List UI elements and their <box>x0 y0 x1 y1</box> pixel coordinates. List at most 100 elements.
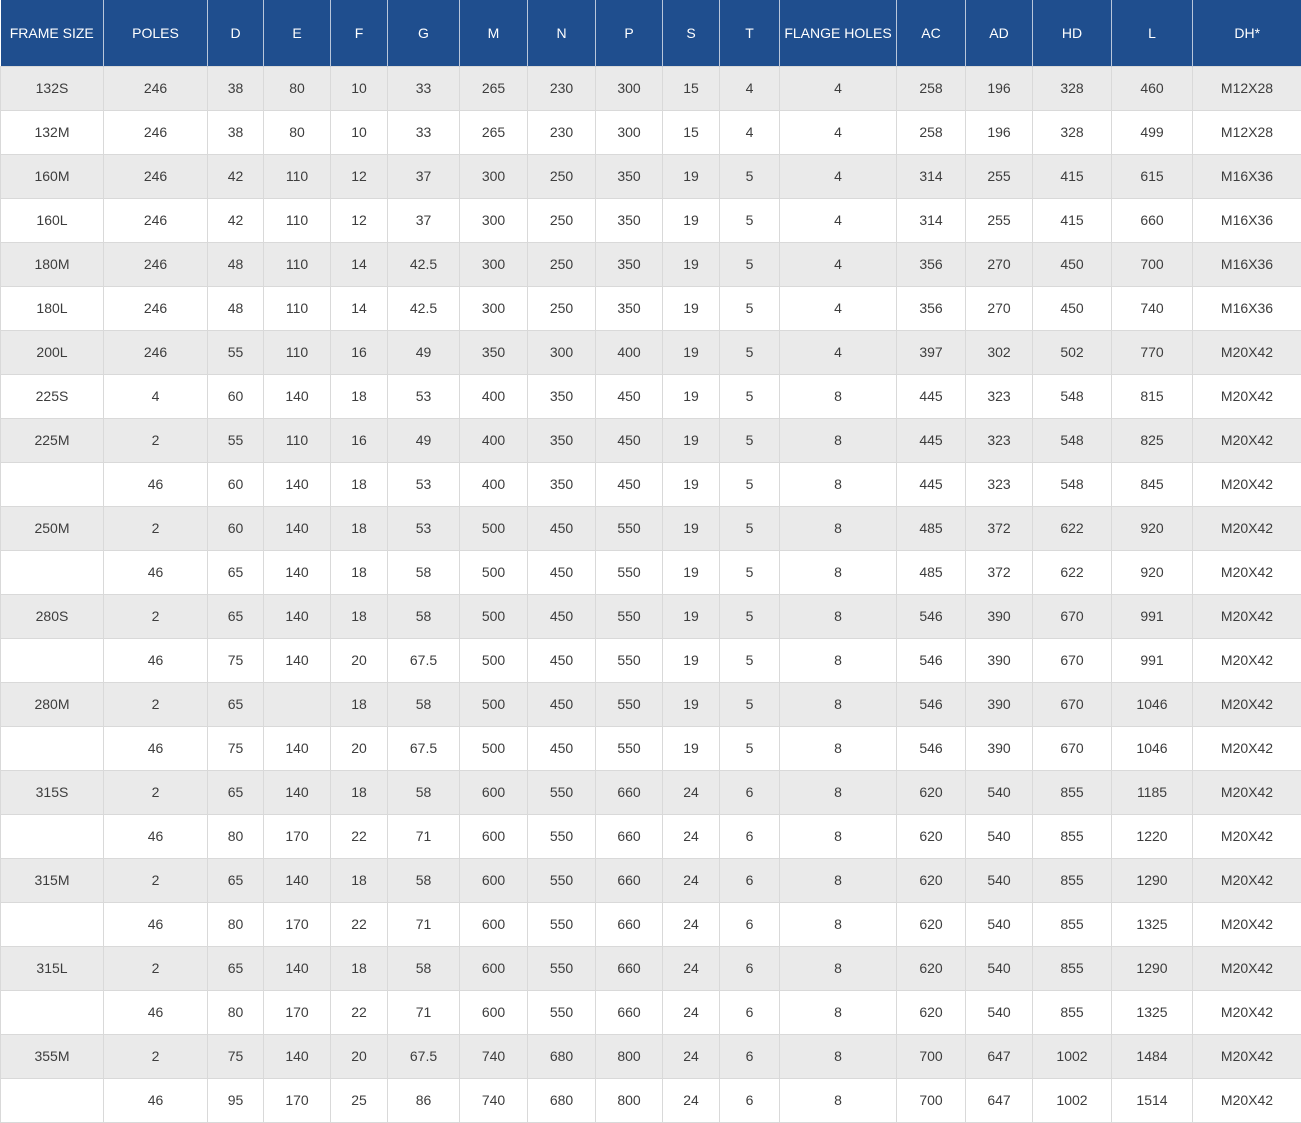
table-cell: 550 <box>527 945 596 991</box>
table-cell: 46 <box>103 637 208 683</box>
table-cell: 246 <box>103 241 208 287</box>
table-cell: 390 <box>965 725 1033 771</box>
column-header-hd: HD <box>1032 0 1112 66</box>
table-cell: 46 <box>103 461 208 507</box>
table-cell: 323 <box>965 417 1033 463</box>
table-cell: 450 <box>595 461 663 507</box>
table-cell: 18 <box>330 549 388 595</box>
table-cell: 8 <box>779 417 897 463</box>
table-cell: 600 <box>459 813 528 859</box>
table-cell: 540 <box>965 901 1033 947</box>
table-cell: 546 <box>896 593 966 639</box>
table-cell: 1046 <box>1111 725 1193 771</box>
table-row: 46 65 140 18 58 500 450 550 19 5 8 485 372 622 920 M20X… <box>0 549 1301 595</box>
table-cell: 18 <box>330 681 388 727</box>
table-cell: 19 <box>662 197 720 243</box>
table-cell: 314 <box>896 153 966 199</box>
table-cell: 350 <box>595 241 663 287</box>
table-cell: 700 <box>1111 241 1193 287</box>
table-cell <box>0 1077 104 1123</box>
table-cell: 680 <box>527 1077 596 1123</box>
table-cell: 225S <box>0 373 104 419</box>
table-cell: 38 <box>207 109 264 155</box>
table-cell: 1185 <box>1111 769 1193 815</box>
table-cell: 670 <box>1032 637 1112 683</box>
table-cell: 58 <box>387 857 460 903</box>
table-cell: 140 <box>263 593 331 639</box>
table-cell: 1002 <box>1032 1077 1112 1123</box>
table-cell: 400 <box>459 461 528 507</box>
table-cell: 550 <box>595 505 663 551</box>
table-cell: 80 <box>207 901 264 947</box>
table-cell: 110 <box>263 329 331 375</box>
table-cell: 200L <box>0 329 104 375</box>
column-header-frame-size: FRAME SIZE <box>0 0 104 66</box>
table-cell: 5 <box>719 153 780 199</box>
table-cell: 397 <box>896 329 966 375</box>
table-cell: 67.5 <box>387 725 460 771</box>
table-cell: 4 <box>719 65 780 111</box>
table-cell: 450 <box>527 549 596 595</box>
table-cell: M20X42 <box>1192 725 1301 771</box>
table-cell: 500 <box>459 505 528 551</box>
table-cell: 160L <box>0 197 104 243</box>
table-row: 160M 246 42 110 12 37 300 250 350 19 5 4 314 255 415 61… <box>0 153 1301 199</box>
table-cell: 8 <box>779 945 897 991</box>
table-cell: M20X42 <box>1192 417 1301 463</box>
table-cell: 180L <box>0 285 104 331</box>
table-cell: 550 <box>527 989 596 1035</box>
table-cell: 8 <box>779 637 897 683</box>
table-cell: 18 <box>330 945 388 991</box>
table-cell: 86 <box>387 1077 460 1123</box>
table-cell: 24 <box>662 1077 720 1123</box>
table-cell: 22 <box>330 813 388 859</box>
table-cell: 500 <box>459 725 528 771</box>
table-cell <box>0 989 104 1035</box>
table-cell: 270 <box>965 241 1033 287</box>
table-cell: 855 <box>1032 945 1112 991</box>
table-row: 46 75 140 20 67.5 500 450 550 19 5 8 546 390 670 991 M2… <box>0 637 1301 683</box>
table-cell: 546 <box>896 725 966 771</box>
table-cell: 8 <box>779 989 897 1035</box>
table-cell: 246 <box>103 109 208 155</box>
table-cell: 450 <box>527 725 596 771</box>
table-row: 280S 2 65 140 18 58 500 450 550 19 5 8 546 390 670 991 M… <box>0 593 1301 639</box>
table-cell: 246 <box>103 153 208 199</box>
table-cell: 5 <box>719 241 780 287</box>
table-cell: 500 <box>459 637 528 683</box>
table-cell: 600 <box>459 989 528 1035</box>
table-cell: 71 <box>387 901 460 947</box>
table-cell: 4 <box>779 197 897 243</box>
table-cell: 8 <box>779 769 897 815</box>
table-cell: 485 <box>896 505 966 551</box>
table-cell: 255 <box>965 153 1033 199</box>
table-cell: 265 <box>459 65 528 111</box>
column-header-f: F <box>330 0 388 66</box>
table-cell: 372 <box>965 549 1033 595</box>
table-cell: 5 <box>719 505 780 551</box>
table-cell: 390 <box>965 637 1033 683</box>
table-cell: 42.5 <box>387 285 460 331</box>
table-cell: 19 <box>662 417 720 463</box>
table-cell: 24 <box>662 945 720 991</box>
table-cell: 855 <box>1032 857 1112 903</box>
table-cell: 499 <box>1111 109 1193 155</box>
table-cell: 58 <box>387 681 460 727</box>
table-cell: 46 <box>103 1077 208 1123</box>
table-cell <box>0 725 104 771</box>
table-cell: 620 <box>896 813 966 859</box>
table-cell: 6 <box>719 901 780 947</box>
table-cell: M20X42 <box>1192 505 1301 551</box>
table-cell: 8 <box>779 681 897 727</box>
table-cell: M20X42 <box>1192 593 1301 639</box>
table-cell: 356 <box>896 241 966 287</box>
table-cell: M20X42 <box>1192 813 1301 859</box>
table-cell: 315L <box>0 945 104 991</box>
table-cell: 355M <box>0 1033 104 1079</box>
table-cell: 445 <box>896 461 966 507</box>
table-cell: 855 <box>1032 901 1112 947</box>
table-cell: 19 <box>662 505 720 551</box>
table-cell: 620 <box>896 945 966 991</box>
table-cell: 140 <box>263 505 331 551</box>
